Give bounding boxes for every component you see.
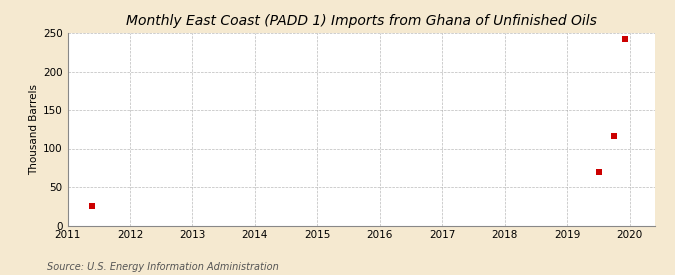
Point (620, 37, 630, 41)
Point (87, 204, 98, 208)
Point (609, 134, 620, 138)
Title: Monthly East Coast (PADD 1) Imports from Ghana of Unfinished Oils: Monthly East Coast (PADD 1) Imports from… (126, 14, 597, 28)
Point (593, 169, 604, 174)
Text: Source: U.S. Energy Information Administration: Source: U.S. Energy Information Administ… (47, 262, 279, 272)
Y-axis label: Thousand Barrels: Thousand Barrels (29, 84, 38, 175)
